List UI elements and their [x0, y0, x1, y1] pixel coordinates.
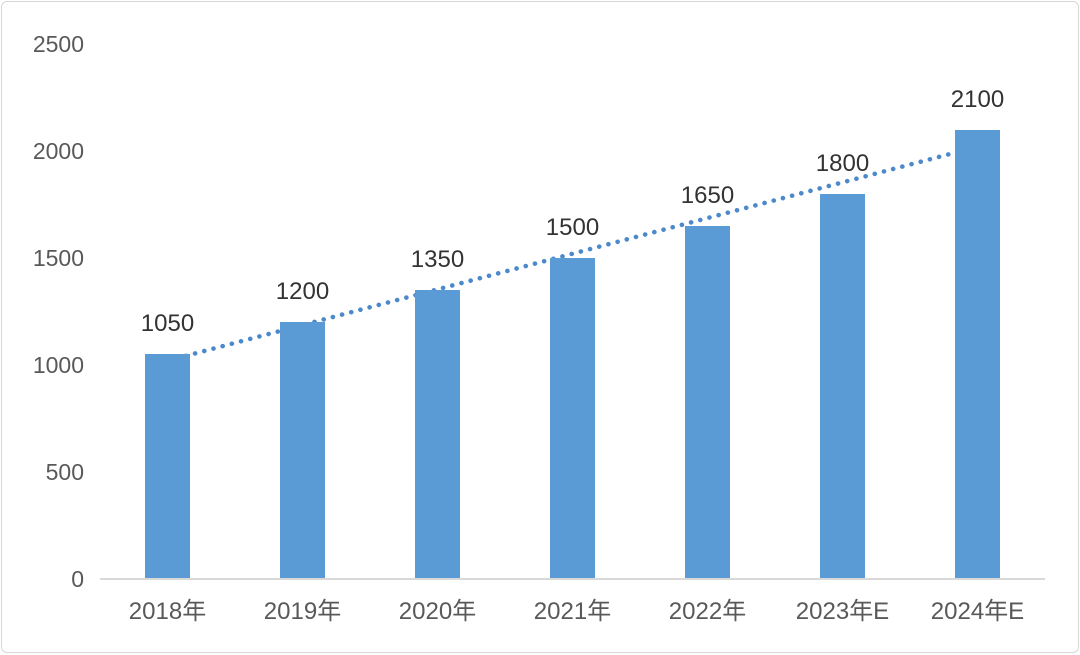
bar-value-label: 1500	[545, 214, 600, 241]
y-axis-tick-label: 2500	[32, 31, 84, 57]
trendline-segment	[165, 144, 980, 364]
bar-value-label: 1800	[815, 149, 870, 177]
bar-value-label: 1050	[140, 310, 195, 338]
y-axis-tick-label: 1000	[32, 352, 84, 378]
bar-value-label: 1350	[410, 246, 465, 274]
x-axis-category-label: 2023年E	[795, 598, 890, 625]
x-axis-category-label: 2019年	[263, 598, 342, 625]
bar-2022年	[685, 225, 730, 579]
bar-2021年	[550, 258, 595, 579]
y-axis-tick-label: 500	[45, 459, 84, 485]
x-axis-category-label: 2020年	[398, 598, 477, 625]
x-axis-category-label: 2024年E	[930, 598, 1025, 625]
x-axis-category-label: 2021年	[533, 598, 612, 625]
x-axis-line	[100, 578, 1045, 580]
bar-value-label: 2100	[950, 85, 1005, 113]
y-axis-tick-label: 0	[71, 566, 84, 592]
bar-2018年	[145, 354, 190, 579]
x-axis-category-label: 2022年	[668, 598, 747, 625]
x-axis-category-label: 2018年	[128, 598, 207, 625]
bar-2024年E	[955, 129, 1000, 579]
bar-2020年	[415, 290, 460, 579]
y-axis-tick-label: 1500	[32, 245, 84, 271]
bar-value-label: 1200	[275, 278, 330, 306]
y-axis-tick-label: 2000	[32, 138, 84, 164]
bar-2019年	[280, 322, 325, 579]
bar-value-label: 1650	[680, 181, 735, 209]
bar-2023年E	[820, 193, 865, 579]
